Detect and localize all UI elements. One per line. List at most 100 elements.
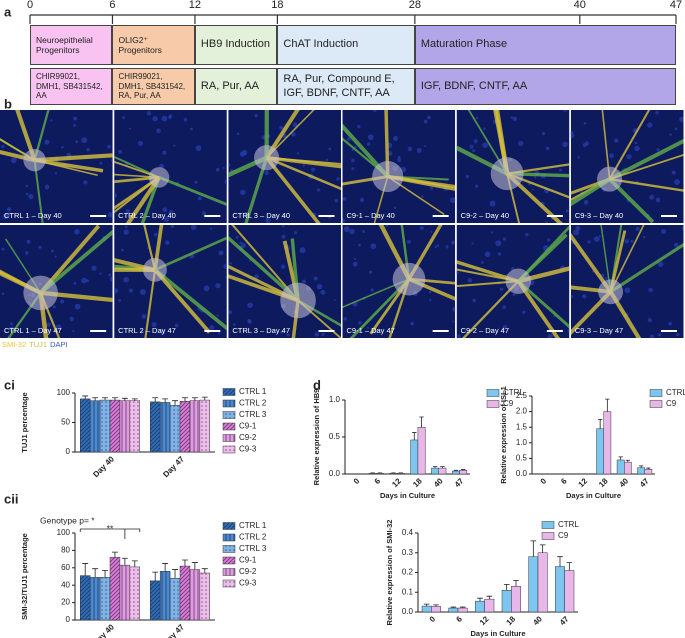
neurite — [494, 110, 510, 174]
nucleus — [10, 157, 17, 164]
nucleus — [210, 227, 213, 230]
x-tick-label: 18 — [505, 614, 518, 627]
nucleus — [366, 327, 369, 330]
error-bar — [566, 562, 573, 571]
nucleus — [140, 330, 144, 333]
neurite — [114, 155, 160, 179]
bar — [459, 470, 468, 475]
micrograph-caption: C9-1 – Day 40 — [347, 211, 395, 220]
neurite — [266, 156, 341, 191]
nucleus — [362, 230, 366, 233]
micrograph-caption: C9-2 – Day 40 — [461, 211, 509, 220]
nucleus — [354, 257, 357, 261]
nucleus — [163, 216, 170, 223]
bar — [396, 473, 405, 475]
nucleus — [286, 333, 290, 337]
legend-swatch — [222, 556, 236, 565]
y-tick-label: 2.0 — [516, 407, 528, 416]
nucleus — [194, 180, 198, 184]
nucleus — [265, 217, 271, 223]
nucleus — [25, 184, 29, 188]
legend-label: C9 — [503, 399, 514, 408]
nucleus — [484, 251, 491, 258]
nucleus — [421, 195, 424, 198]
nucleus — [61, 146, 64, 149]
nucleus — [139, 288, 146, 295]
neurite — [153, 268, 227, 331]
nucleus — [137, 140, 144, 147]
nucleus — [108, 273, 112, 277]
nucleus — [430, 186, 433, 190]
neurite — [33, 160, 44, 223]
error-bar — [201, 396, 208, 401]
nucleus — [522, 310, 526, 314]
nucleus — [583, 121, 587, 125]
error-bar — [121, 397, 128, 401]
nucleus — [545, 146, 550, 151]
nucleus — [197, 196, 202, 201]
legend-swatch — [222, 522, 236, 530]
nucleus — [577, 156, 580, 159]
nucleus — [657, 333, 662, 337]
neurite — [39, 292, 61, 338]
error-bar — [102, 570, 109, 578]
nucleus — [162, 207, 168, 213]
nucleus — [452, 320, 455, 323]
error-bar — [598, 419, 603, 429]
nucleus — [125, 209, 131, 214]
nucleus — [1, 144, 5, 149]
bar — [80, 575, 91, 621]
nucleus — [161, 115, 168, 122]
nucleus — [325, 158, 329, 162]
phase-factors: CHIR99021, DMH1, SB431542, RA, Pur, AA — [112, 68, 195, 105]
bar — [159, 571, 171, 621]
legend-swatch — [486, 400, 500, 408]
legend-label: C9-3 — [239, 445, 257, 454]
bar — [457, 607, 468, 613]
neurite — [114, 175, 160, 184]
micrograph — [114, 225, 227, 338]
nucleus — [482, 142, 489, 149]
nucleus — [46, 322, 51, 327]
nucleus — [118, 149, 123, 154]
micrograph — [0, 225, 113, 338]
nucleus — [465, 174, 470, 179]
nucleus — [50, 249, 54, 253]
neurite — [153, 268, 211, 334]
error-bar — [201, 568, 208, 574]
nucleus — [367, 134, 374, 141]
legend-label: C9-1 — [239, 422, 257, 431]
error-bar — [432, 466, 438, 469]
error-bar — [181, 559, 188, 567]
legend-label: CTRL 1 — [239, 387, 267, 396]
neurite — [506, 173, 521, 223]
nucleus — [502, 305, 506, 309]
bar — [431, 606, 441, 613]
nucleus — [570, 132, 575, 139]
nucleus — [546, 238, 551, 242]
neurite — [125, 176, 161, 223]
neurite — [506, 172, 570, 199]
neurite — [384, 110, 390, 177]
neurite — [516, 280, 560, 338]
nucleus — [228, 178, 230, 182]
nucleus — [228, 310, 232, 315]
error-bar — [459, 606, 466, 609]
neurite — [608, 138, 684, 181]
nucleus — [358, 243, 361, 247]
timeline-tick-label: 12 — [189, 0, 201, 11]
nucleus — [75, 140, 79, 144]
legend-label: CTRL 2 — [239, 399, 267, 408]
nucleus — [73, 116, 78, 121]
nucleus — [430, 230, 433, 234]
nucleus — [497, 252, 502, 256]
bar — [555, 566, 565, 613]
nucleus — [575, 225, 581, 231]
neurite — [456, 268, 519, 283]
nucleus — [397, 157, 402, 163]
bar — [537, 552, 548, 613]
nucleus — [358, 320, 362, 325]
nucleus — [483, 127, 486, 131]
nucleus — [416, 147, 422, 153]
nucleus — [671, 170, 676, 175]
